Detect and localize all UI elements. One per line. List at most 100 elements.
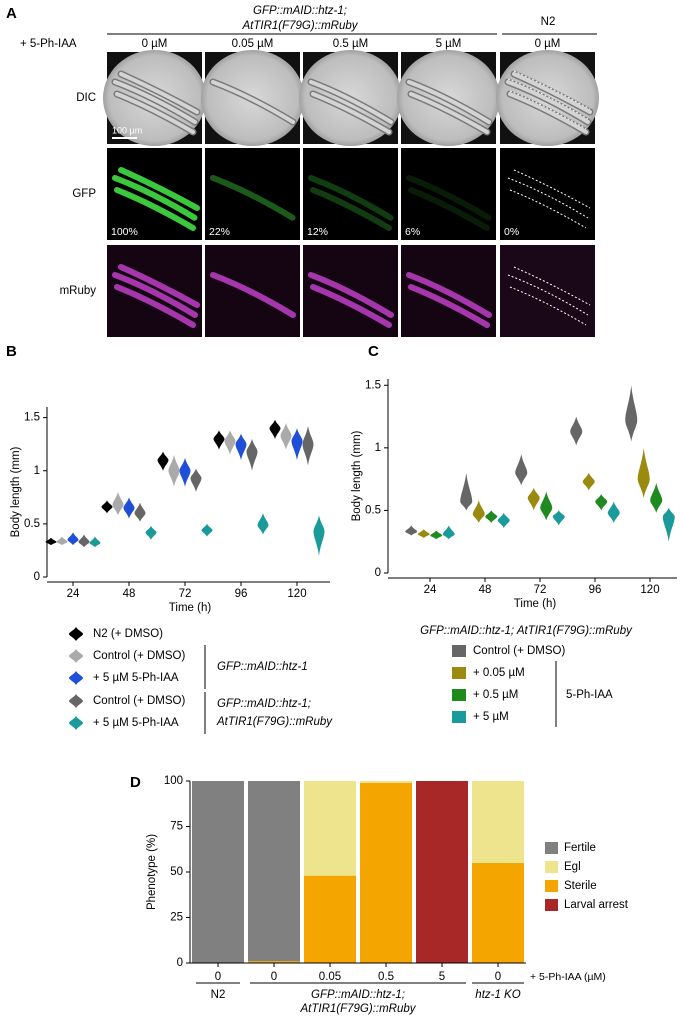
legend-label: + 5 µM 5-Ph-IAA — [93, 672, 179, 684]
y-tick-label: 0 — [375, 567, 381, 579]
group-label: htz-1 KO — [475, 989, 520, 1001]
worm-outline — [507, 78, 589, 120]
bar-segment — [192, 781, 244, 963]
violin — [607, 501, 620, 523]
legend-label: N2 (+ DMSO) — [93, 628, 163, 640]
group-label: GFP::mAID::htz-1; — [311, 989, 405, 1001]
x-tick-label: 96 — [589, 584, 602, 596]
violin — [625, 385, 638, 442]
violin — [417, 529, 430, 538]
x-tick-label: 5 — [439, 971, 445, 983]
legend-label: Control (+ DMSO) — [473, 645, 566, 657]
x-tick-label: 120 — [640, 584, 659, 596]
gfp-level: 0% — [504, 226, 519, 238]
scale-bar-label: 100 µm — [112, 125, 142, 135]
worm — [112, 272, 198, 318]
y-tick-label: 0 — [34, 571, 40, 583]
row-label: DIC — [76, 92, 96, 104]
y-axis-label: Body length (mm) — [351, 430, 363, 521]
violin — [302, 426, 314, 466]
x-tick-label: 48 — [479, 584, 492, 596]
x-tick-label: 72 — [179, 588, 192, 600]
violin — [280, 422, 292, 450]
violin — [540, 491, 553, 521]
violin — [235, 433, 247, 461]
violin — [460, 472, 473, 511]
condition-label: 0.5 µM — [333, 38, 368, 50]
bar-segment — [360, 782, 412, 963]
y-tick-label: 50 — [170, 866, 183, 878]
violin — [485, 510, 498, 523]
y-tick-label: 0 — [177, 957, 183, 969]
x-axis-label: Time (h) — [169, 602, 212, 614]
legend-label: Egl — [564, 861, 581, 873]
legend-swatch — [452, 667, 466, 679]
panel-letter: A — [6, 5, 17, 22]
worm — [118, 264, 200, 308]
micrograph — [500, 148, 595, 240]
legend-swatch — [69, 694, 83, 708]
micrograph — [496, 50, 599, 146]
bar-segment — [304, 875, 356, 963]
x-tick-label: 24 — [67, 588, 80, 600]
y-tick-label: 75 — [170, 821, 183, 833]
violin — [313, 515, 325, 556]
y-tick-label: 1 — [375, 442, 381, 454]
x-tick-label: 0 — [271, 971, 277, 983]
legend-swatch — [452, 645, 466, 657]
x-tick-label: 0.05 — [319, 971, 341, 983]
violin — [56, 536, 68, 546]
gfp-level: 12% — [307, 226, 328, 238]
worm-outline — [507, 177, 589, 219]
legend-label: Sterile — [564, 880, 597, 892]
violin — [224, 430, 236, 455]
violin — [78, 534, 90, 548]
legend-bracket-label: 5-Ph-IAA — [566, 689, 613, 701]
group-label: AtTIR1(F79G)::mRuby — [299, 1003, 416, 1015]
violin — [472, 500, 485, 523]
worm — [211, 80, 295, 124]
violin — [582, 472, 595, 491]
worm — [210, 175, 296, 221]
y-tick-label: 100 — [164, 775, 183, 787]
x-axis-label: Time (h) — [514, 598, 557, 610]
worm-outline — [509, 286, 587, 326]
violin — [497, 512, 510, 528]
condition-label: 0.05 µM — [232, 38, 274, 50]
worm-outline — [509, 189, 587, 229]
worm — [406, 272, 492, 318]
legend-label: + 5 µM 5-Ph-IAA — [93, 717, 179, 729]
row-label: GFP — [72, 188, 96, 200]
violin — [527, 487, 540, 511]
x-annotation: + 5-Ph-IAA (µM) — [530, 971, 606, 983]
worm — [310, 187, 392, 231]
image-bg — [205, 148, 300, 240]
worm — [409, 92, 489, 134]
bar-segment — [472, 781, 524, 863]
genotype-label: GFP::mAID::htz-1; — [253, 5, 347, 17]
y-tick-label: 0.5 — [24, 518, 40, 530]
legend-group-label: GFP::mAID::htz-1; — [217, 698, 311, 710]
micrograph — [401, 245, 496, 337]
gfp-level: 6% — [405, 226, 420, 238]
legend-swatch — [545, 861, 558, 873]
image-bg — [401, 148, 496, 240]
condition-label: 0 µM — [535, 38, 561, 50]
violin — [201, 523, 213, 537]
x-tick-label: 96 — [235, 588, 248, 600]
micrograph — [303, 148, 398, 240]
treatment-label: + 5-Ph-IAA — [20, 38, 77, 50]
legend-group-label: AtTIR1(F79G)::mRuby — [216, 716, 333, 728]
legend-label: Control (+ DMSO) — [93, 695, 186, 707]
gfp-level: 22% — [209, 226, 230, 238]
legend-label: Larval arrest — [564, 899, 629, 911]
panel-letter: C — [368, 343, 379, 360]
violin — [112, 492, 124, 516]
worm — [118, 167, 200, 211]
violin — [269, 419, 281, 439]
x-tick-label: 72 — [534, 584, 547, 596]
legend-label: Fertile — [564, 842, 596, 854]
bar-segment — [416, 781, 468, 963]
legend-swatch — [545, 842, 558, 854]
worm — [406, 175, 492, 221]
